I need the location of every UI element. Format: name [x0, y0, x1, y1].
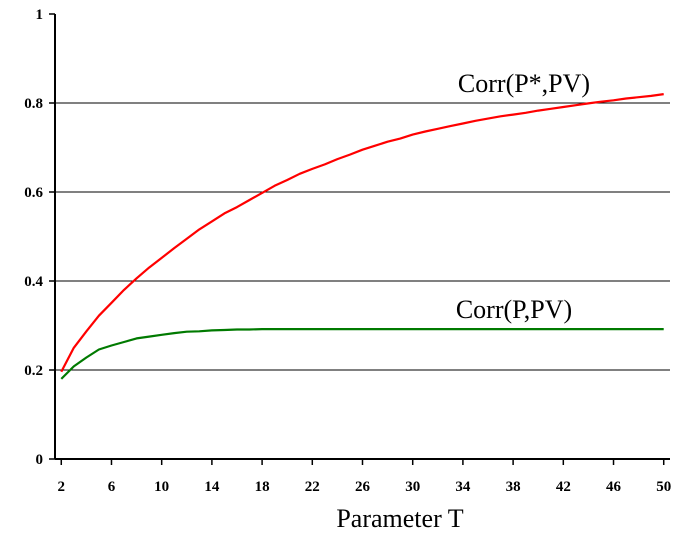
x-tick-label: 18	[255, 479, 270, 495]
x-tick-label: 34	[455, 479, 471, 495]
x-tick-label: 2	[58, 479, 66, 495]
x-tick-label: 46	[606, 479, 622, 495]
x-tick-label: 38	[506, 479, 521, 495]
y-tick-label: 1	[36, 7, 44, 23]
series-label: Corr(P*,PV)	[458, 69, 590, 98]
series-labels: Corr(P*,PV) Corr(P,PV)	[456, 69, 590, 324]
x-tick-label: 22	[305, 479, 320, 495]
axes	[54, 14, 670, 460]
x-tick-label: 30	[405, 479, 420, 495]
series-label: Corr(P,PV)	[456, 295, 572, 324]
series-lines	[60, 93, 664, 380]
y-tick-label: 0	[36, 452, 44, 468]
x-tick-label: 42	[556, 479, 571, 495]
series-line	[60, 328, 664, 380]
series-line	[60, 93, 664, 373]
x-tick-labels: 2 6 10 14 18 22 26 30 34 38 42 46 50	[58, 479, 672, 495]
x-tick-label: 26	[355, 479, 371, 495]
x-tick-label: 10	[154, 479, 169, 495]
y-tick-label: 0.4	[24, 274, 43, 290]
x-tick-label: 14	[204, 479, 220, 495]
x-tick-label: 6	[108, 479, 116, 495]
y-tick-label: 0.8	[24, 96, 43, 112]
y-tick-label: 0.6	[24, 185, 43, 201]
x-axis-title: Parameter T	[336, 504, 463, 533]
y-tick-labels: 0 0.2 0.4 0.6 0.8 1	[24, 7, 43, 468]
y-tick-label: 0.2	[24, 363, 43, 379]
x-tick-label: 50	[656, 479, 671, 495]
